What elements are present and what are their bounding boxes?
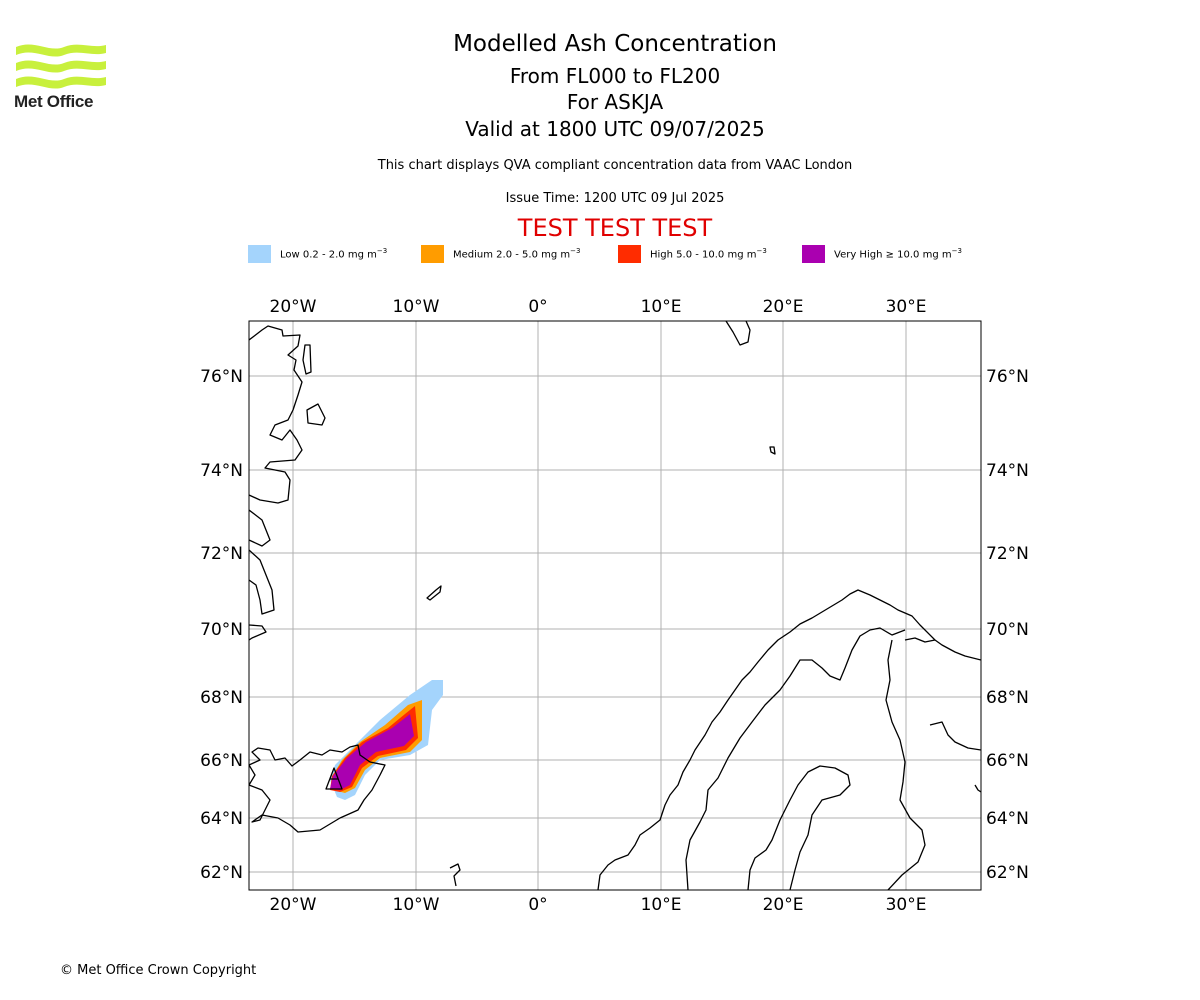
jan-mayen [426,585,442,601]
lat-tick-label: 64°N [986,809,1029,829]
lon-tick-label: 20°W [270,895,317,915]
lat-tick-label: 62°N [986,863,1029,883]
island [306,403,326,426]
coastlines [249,321,981,890]
norway-coastline [597,589,981,890]
lat-tick-label: 64°N [200,809,243,829]
lat-tick-label: 76°N [200,367,243,387]
map-grid [249,321,981,890]
lat-tick-label: 68°N [986,688,1029,708]
volcano-subtitle: For ASKJA [566,90,664,114]
legend-label-high: High 5.0 - 10.0 mg m [650,249,757,261]
lat-ticks-right: 76°N 74°N 72°N 70°N 68°N 66°N 64°N 62°N [986,367,1029,883]
lat-tick-label: 70°N [200,620,243,640]
lon-tick-label: 20°E [763,297,804,317]
finland-coastline [885,639,926,890]
island [302,344,312,375]
lon-tick-label: 10°W [393,895,440,915]
sweden-coastline [747,765,851,890]
russia-coastline [974,784,981,793]
logo-text: Met Office [14,92,94,111]
volcano-marker-icon [325,767,343,790]
legend-item-medium: Medium 2.0 - 5.0 mg m−3 [421,244,580,264]
lon-tick-label: 30°E [886,895,927,915]
lat-tick-label: 72°N [986,544,1029,564]
svalbard-coastline [725,321,751,346]
legend-swatch-low [248,245,271,263]
legend-unit-exp: −3 [951,247,962,256]
legend-swatch-high [618,245,641,263]
greenland-coastline [249,549,275,615]
greenland-coastline [249,509,271,547]
legend-item-high: High 5.0 - 10.0 mg m−3 [618,244,767,264]
lat-tick-label: 76°N [986,367,1029,387]
chart-description: This chart displays QVA compliant concen… [377,158,853,173]
legend-label-very-high: Very High ≥ 10.0 mg m [834,249,952,261]
kola-coastline [904,637,936,643]
lat-tick-label: 74°N [986,461,1029,481]
lon-tick-label: 30°E [886,297,927,317]
issue-time: Issue Time: 1200 UTC 09 Jul 2025 [505,191,725,206]
legend-unit-exp: −3 [570,247,581,256]
map-frame [248,320,982,891]
lon-tick-label: 10°E [641,297,682,317]
lat-tick-label: 66°N [986,751,1029,771]
lat-tick-label: 66°N [200,751,243,771]
legend-label-low: Low 0.2 - 2.0 mg m [280,249,377,261]
lon-ticks-bottom: 20°W 10°W 0° 10°E 20°E 30°E [270,895,927,915]
legend-unit-exp: −3 [756,247,767,256]
legend-item-very-high: Very High ≥ 10.0 mg m−3 [802,244,962,264]
lat-tick-label: 62°N [200,863,243,883]
iceland-coastline [249,744,386,833]
greenland-coastline [249,624,267,641]
met-office-logo-icon [16,44,106,89]
legend-item-low: Low 0.2 - 2.0 mg m−3 [248,244,387,264]
lon-tick-label: 20°E [763,895,804,915]
legend-swatch-very-high [802,245,825,263]
lon-tick-label: 10°E [641,895,682,915]
lon-ticks-top: 20°W 10°W 0° 10°E 20°E 30°E [270,297,927,317]
chart-title: Modelled Ash Concentration [453,31,777,57]
bear-island [769,446,776,455]
test-banner: TEST TEST TEST [517,214,713,242]
russia-coastline [929,721,981,751]
legend-unit-exp: −3 [376,247,388,256]
faroe-islands [449,863,461,887]
greenland-coastline [249,325,303,504]
flight-level-subtitle: From FL000 to FL200 [509,64,721,88]
lon-tick-label: 10°W [393,297,440,317]
lat-tick-label: 68°N [200,688,243,708]
lon-tick-label: 0° [528,297,547,317]
legend-swatch-medium [421,245,444,263]
copyright-notice: © Met Office Crown Copyright [60,963,257,978]
sweden-border [685,627,906,890]
lon-tick-label: 0° [528,895,547,915]
lat-tick-label: 72°N [200,544,243,564]
ash-very-high-area [330,714,414,790]
lat-ticks-left: 76°N 74°N 72°N 70°N 68°N 66°N 64°N 62°N [200,367,243,883]
legend-label-medium: Medium 2.0 - 5.0 mg m [453,249,571,261]
lon-tick-label: 20°W [270,297,317,317]
lat-tick-label: 74°N [200,461,243,481]
valid-time-subtitle: Valid at 1800 UTC 09/07/2025 [465,117,765,141]
lat-tick-label: 70°N [986,620,1029,640]
